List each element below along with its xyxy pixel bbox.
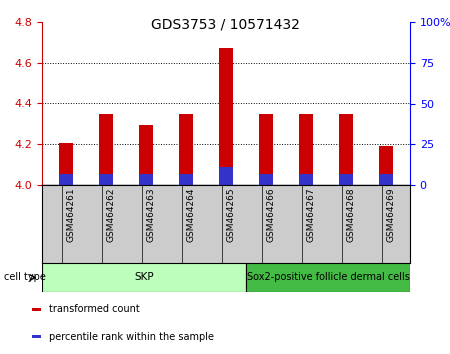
Bar xyxy=(179,114,193,185)
Bar xyxy=(219,48,233,185)
Text: GSM464268: GSM464268 xyxy=(346,187,355,242)
Bar xyxy=(247,263,410,292)
Text: GSM464266: GSM464266 xyxy=(266,187,275,242)
Bar xyxy=(139,174,153,185)
Text: GSM464263: GSM464263 xyxy=(146,187,155,242)
Text: GSM464261: GSM464261 xyxy=(66,187,75,242)
Text: GSM464264: GSM464264 xyxy=(186,187,195,242)
Bar xyxy=(219,167,233,185)
Bar xyxy=(59,143,73,185)
Bar xyxy=(32,335,41,338)
Bar xyxy=(379,146,393,185)
Bar xyxy=(139,125,153,185)
Text: percentile rank within the sample: percentile rank within the sample xyxy=(49,332,214,342)
Bar xyxy=(179,174,193,185)
Text: transformed count: transformed count xyxy=(49,304,140,314)
Bar xyxy=(339,174,353,185)
Bar xyxy=(339,114,353,185)
Bar xyxy=(259,174,273,185)
Bar xyxy=(299,114,313,185)
Bar xyxy=(259,114,273,185)
Text: GSM464262: GSM464262 xyxy=(106,187,115,242)
Text: GSM464265: GSM464265 xyxy=(226,187,235,242)
Text: Sox2-positive follicle dermal cells: Sox2-positive follicle dermal cells xyxy=(247,273,410,282)
Bar xyxy=(299,174,313,185)
Text: GDS3753 / 10571432: GDS3753 / 10571432 xyxy=(151,18,299,32)
Text: GSM464269: GSM464269 xyxy=(386,187,395,242)
Bar xyxy=(99,174,113,185)
Bar xyxy=(99,114,113,185)
Bar xyxy=(42,263,247,292)
Text: cell type: cell type xyxy=(4,273,46,282)
Bar xyxy=(32,308,41,310)
Bar xyxy=(59,174,73,185)
Text: GSM464267: GSM464267 xyxy=(306,187,315,242)
Bar xyxy=(379,174,393,185)
Text: SKP: SKP xyxy=(135,273,154,282)
